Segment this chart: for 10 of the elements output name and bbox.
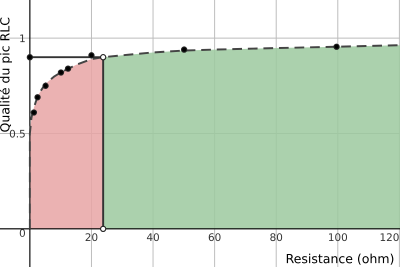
y-tick-label: 1 [20, 34, 25, 42]
x-tick-label: 60 [208, 233, 221, 242]
x-tick-label: 20 [86, 233, 98, 242]
x-tick-label: 40 [146, 233, 159, 242]
x-tick-label: 100 [329, 233, 348, 242]
x-tick-label: 80 [270, 233, 282, 242]
y-tick-label: 0.5 [10, 130, 25, 138]
y-tick-label: 0 [20, 229, 26, 237]
x-axis-title: Resistance (ohm) [286, 254, 394, 265]
x-tick-label: 120 [380, 233, 399, 242]
